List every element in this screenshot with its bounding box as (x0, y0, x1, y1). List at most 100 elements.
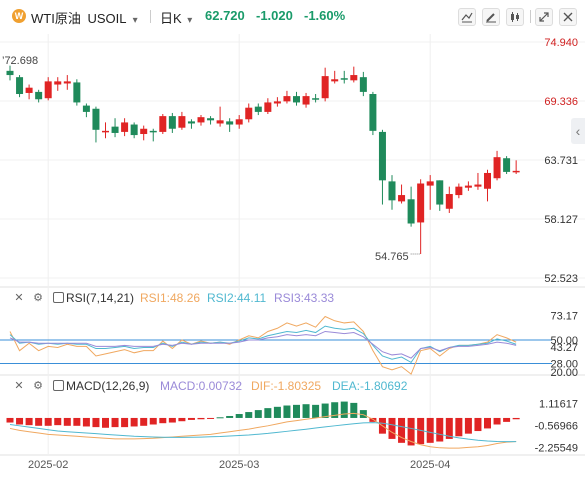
macd-bar (187, 417, 195, 420)
macd-bar (168, 417, 176, 423)
candle-body (54, 81, 62, 85)
candle-body (340, 78, 348, 80)
candle-body (254, 106, 262, 112)
macd-bar (407, 417, 415, 446)
candle-body (455, 186, 463, 196)
divider (150, 10, 151, 23)
candle-body (25, 87, 33, 93)
macd-bar (264, 408, 272, 418)
price-tick-label: 58.127 (544, 214, 578, 226)
price-axis: 74.940 69.336 63.731 58.127 52.523 ’72.698 54.… (2, 37, 578, 285)
candle-body (484, 172, 491, 189)
macd-bar (197, 417, 205, 420)
macd-bar (350, 402, 358, 418)
price-change: -1.020 (256, 8, 293, 23)
candle-body (92, 108, 100, 130)
close-icon[interactable]: ✕ (14, 291, 24, 304)
macd-bar (159, 417, 167, 424)
chevron-left-icon[interactable]: ‹ (571, 118, 585, 144)
macd-bar (216, 417, 224, 419)
line-tool-icon[interactable] (458, 8, 476, 26)
gear-icon[interactable]: ⚙ (33, 291, 43, 304)
candle-body (264, 102, 272, 112)
dif-value: DIF:-1.80325 (251, 379, 322, 393)
macd-bar (512, 417, 520, 420)
macd-bar (140, 417, 148, 426)
gear-icon[interactable]: ⚙ (33, 379, 43, 392)
candle-body (245, 107, 253, 120)
candle-body (293, 96, 300, 103)
macd-bar (254, 410, 262, 418)
timeframe-selector[interactable]: 日K ▾ (160, 8, 192, 27)
candle-body (121, 122, 129, 132)
timeframe-label: 日K (160, 11, 182, 26)
rsi2-value: RSI2:44.11 (207, 291, 267, 305)
macd-bar (92, 417, 100, 428)
candle-body (378, 131, 386, 181)
checkbox-icon[interactable] (53, 292, 64, 303)
pencil-icon[interactable] (482, 8, 500, 26)
rsi-label: RSI(7,14,21) (66, 291, 135, 305)
candle-body (178, 116, 186, 128)
macd-bar (436, 417, 444, 442)
candle-body (321, 76, 329, 99)
candle-body (140, 128, 148, 135)
candles-icon[interactable] (506, 8, 524, 26)
candle-body (197, 117, 205, 123)
low-annotation: 54.765 (375, 251, 409, 263)
wti-logo-icon: W (12, 9, 26, 23)
symbol-selector[interactable]: WTI原油 USOIL ▾ (31, 8, 138, 27)
candle-body (417, 183, 425, 223)
candle-body (82, 105, 90, 112)
collapse-icon[interactable] (535, 8, 553, 26)
candle-body (187, 121, 195, 124)
macd-bar (359, 410, 367, 418)
macd-bar (321, 403, 329, 418)
rsi3-value: RSI3:43.33 (274, 291, 335, 305)
price-tick-label: 74.940 (544, 37, 578, 49)
macd-bar (16, 417, 24, 425)
macd-bar (207, 417, 215, 419)
chevron-down-icon: ▾ (132, 15, 138, 26)
checkbox-icon[interactable] (53, 380, 64, 391)
candle-body (503, 158, 511, 172)
macd-bar (121, 417, 129, 428)
macd-bar (102, 417, 109, 428)
dea-value: DEA:-1.80692 (332, 379, 408, 393)
close-icon[interactable] (559, 8, 577, 26)
candle-body (407, 199, 415, 224)
rsi-tick-label: 50.00 (550, 335, 578, 347)
macd-bar (73, 417, 81, 426)
candle-body (426, 181, 434, 186)
candle-body (512, 170, 520, 173)
price-tick-label: 69.336 (544, 96, 578, 108)
macd-bar (417, 417, 425, 445)
grid-lines (0, 34, 585, 456)
macd-bar (35, 417, 43, 426)
candle-body (398, 195, 406, 202)
rsi-tick-label: 73.17 (550, 310, 578, 322)
candle-body (216, 120, 224, 124)
macd-panel: 1.11617 -0.56966 -2.25549 (6, 398, 578, 454)
macd-bar (226, 415, 234, 418)
candle-body (111, 126, 119, 133)
close-icon[interactable]: ✕ (14, 379, 24, 392)
macd-tick-label: -0.56966 (535, 420, 578, 432)
candle-body (302, 96, 310, 105)
macd-bar (273, 406, 281, 418)
macd-bar (44, 417, 52, 426)
candle-body (474, 184, 482, 187)
candle-body (388, 181, 396, 201)
macd-bar (474, 417, 482, 432)
rsi-tick-label: 20.00 (550, 367, 578, 379)
candle-body (445, 194, 453, 209)
macd-bar (25, 417, 33, 426)
candle-body (149, 130, 157, 133)
macd-bar (464, 417, 472, 434)
macd-bar (130, 417, 138, 427)
chevron-down-icon: ▾ (187, 15, 193, 26)
macd-bar (111, 417, 119, 428)
macd-tick-label: 1.11617 (539, 398, 578, 410)
rsi-tick-label: 43.27 (550, 342, 578, 354)
